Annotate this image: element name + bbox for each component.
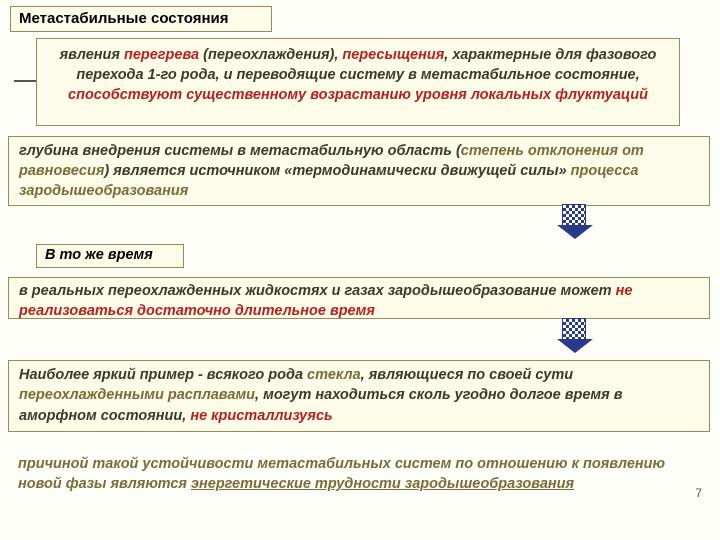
t: (переохлаждения), (199, 47, 342, 63)
box-glass-example: Наиболее яркий пример - всякого рода сте… (8, 360, 710, 432)
t: ) является источником «термодинамически … (104, 163, 570, 179)
t: перегрева (124, 47, 199, 63)
arrow-down-icon (562, 318, 586, 340)
t: явления (60, 47, 124, 63)
connector-line (14, 80, 36, 82)
arrow-down-icon (562, 204, 586, 226)
t: в реальных переохлажденных жидкостях и г… (19, 283, 616, 299)
slide-number: 7 (695, 486, 702, 500)
t: переохлажденными расплавами (19, 387, 255, 403)
t: глубина внедрения системы в метастабильн… (19, 143, 461, 159)
box-phenomena: явления перегрева (переохлаждения), пере… (36, 38, 680, 126)
box-depth: глубина внедрения системы в метастабильн… (8, 136, 710, 206)
t: В то же время (45, 247, 153, 263)
t: пересыщения (342, 47, 444, 63)
t: не кристаллизуясь (190, 408, 332, 424)
t: стекла (307, 367, 361, 383)
t: способствуют существенному возрастанию у… (68, 87, 648, 103)
title-box: Метастабильные состояния (10, 6, 272, 32)
t: Наиболее яркий пример - всякого рода (19, 367, 307, 383)
box-real-liquids: в реальных переохлажденных жидкостях и г… (8, 277, 710, 319)
box-meanwhile: В то же время (36, 244, 184, 268)
t: энергетические трудности зародышеобразов… (191, 476, 574, 492)
title-text: Метастабильные состояния (19, 10, 229, 27)
t: , являющиеся по своей сути (361, 367, 573, 383)
footer-text: причиной такой устойчивости метастабильн… (8, 450, 708, 499)
